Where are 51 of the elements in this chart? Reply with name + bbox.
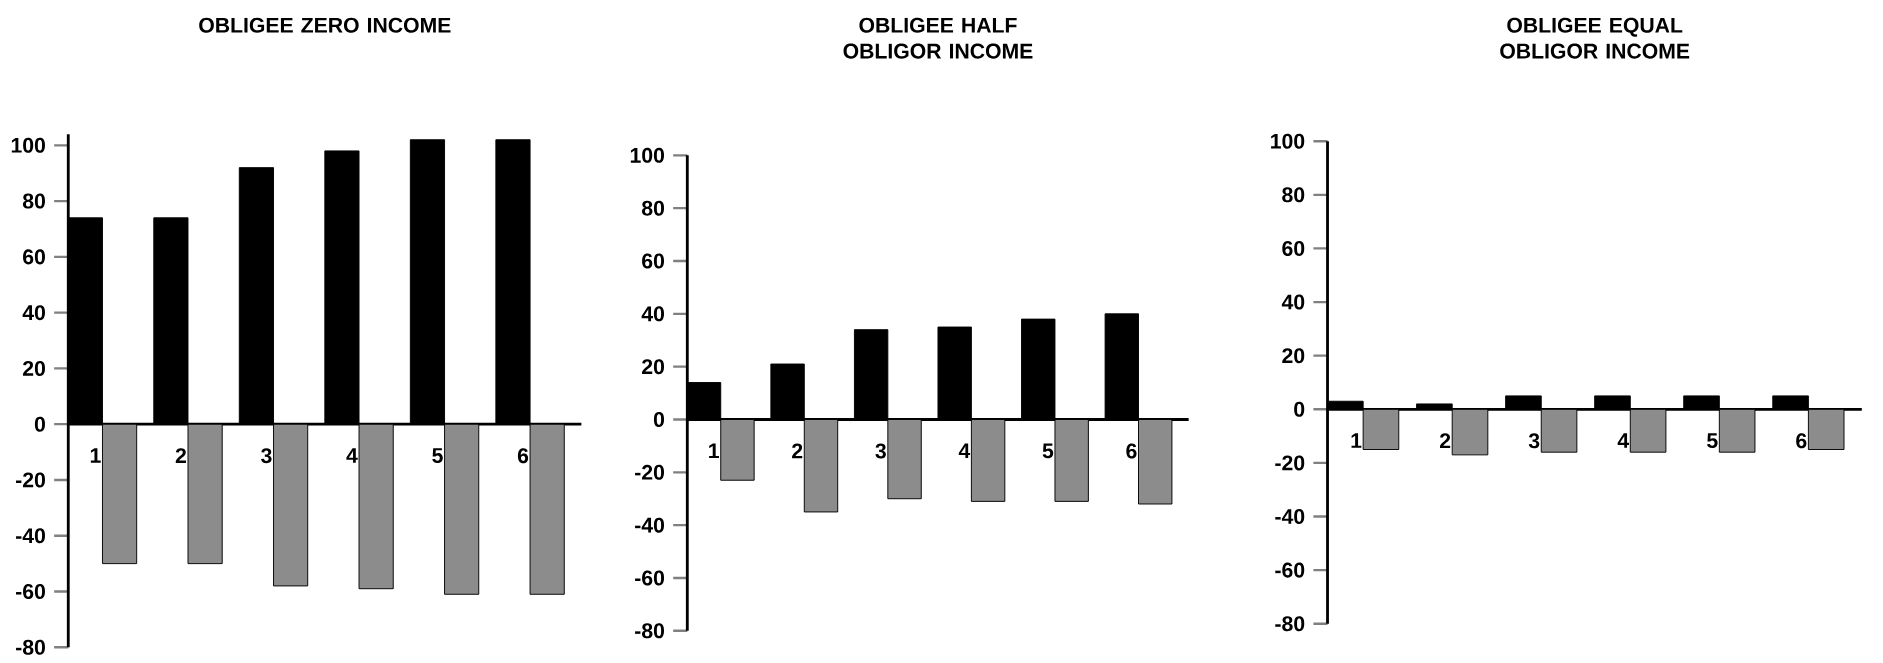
chart-title: OBLIGEE EQUAL OBLIGOR INCOME [1500,17,1690,59]
x-tick-label: 2 [175,448,186,463]
y-tick-label: -60 [16,583,45,599]
y-tick-label: -80 [635,623,665,639]
x-tick-label: 1 [1351,433,1362,448]
y-tick-label: 0 [1294,401,1305,417]
y-tick-label: 60 [642,253,665,269]
chart-title: OBLIGEE ZERO INCOME [199,17,451,33]
x-tick-label: 2 [792,443,803,459]
x-tick-label: 4 [346,448,358,463]
x-tick-label: 5 [432,448,443,463]
x-tick-label: 5 [1042,443,1054,459]
y-tick-label: 20 [642,359,665,375]
y-tick-label: 80 [22,193,45,209]
x-tick-label: 1 [709,443,719,459]
y-tick-label: -60 [1275,562,1305,578]
y-tick-label: -80 [1275,616,1305,632]
chart-title: OBLIGEE HALF OBLIGOR INCOME [843,17,1033,59]
y-tick-label: -60 [635,570,665,586]
y-tick-label: 40 [22,305,45,321]
x-tick-label: 4 [1617,433,1630,448]
y-tick-label: 0 [653,411,665,427]
x-tick-label: 6 [517,448,529,464]
x-tick-label: 1 [90,448,101,463]
x-tick-label: 2 [1439,433,1451,449]
x-tick-label: 3 [261,448,272,464]
y-tick-label: -40 [1275,508,1305,525]
x-tick-label: 6 [1796,433,1807,449]
y-tick-label: 80 [1282,187,1305,203]
x-tick-label: 5 [1707,433,1718,449]
y-tick-label: 20 [1282,348,1305,364]
x-tick-label: 3 [1528,433,1540,449]
x-tick-label: 3 [875,443,886,459]
x-tick-label: 4 [958,443,971,459]
y-tick-label: 40 [641,306,665,322]
y-tick-label: -20 [635,464,665,480]
y-tick-label: 0 [34,416,45,432]
y-tick-label: 80 [641,200,665,216]
y-tick-label: 100 [11,137,45,153]
y-tick-label: -80 [16,639,45,655]
y-tick-label: -40 [16,528,45,544]
y-tick-label: 100 [1271,133,1305,149]
y-tick-label: -40 [635,517,665,533]
y-tick-label: 100 [630,147,665,163]
y-tick-label: 40 [1281,294,1305,310]
y-tick-label: 20 [23,360,45,376]
y-tick-label: 60 [1282,240,1305,256]
y-tick-label: 60 [23,249,45,265]
x-tick-label: 6 [1126,443,1137,459]
y-tick-label: -20 [16,472,45,488]
y-tick-label: -20 [1275,455,1305,471]
